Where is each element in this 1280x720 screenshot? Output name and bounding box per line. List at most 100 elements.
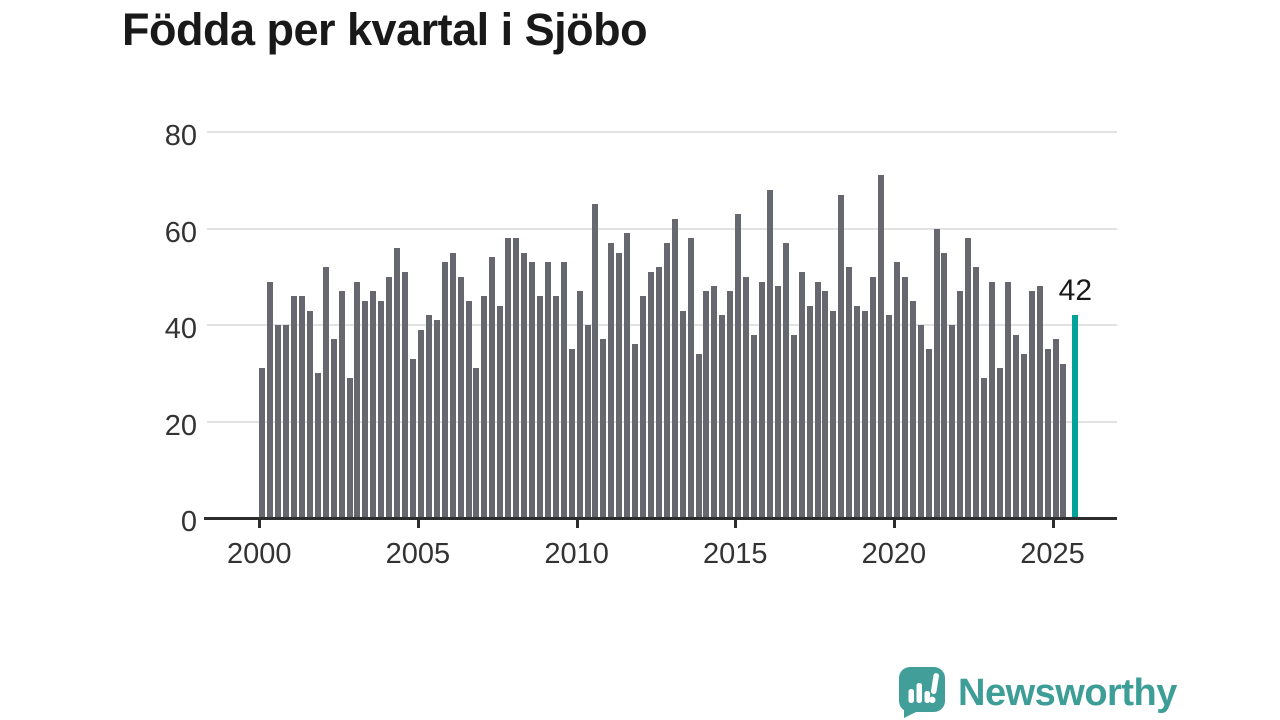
x-tick-mark [734, 520, 738, 528]
y-tick-label: 0 [180, 506, 197, 538]
bar [338, 291, 345, 518]
bar [727, 291, 734, 518]
bar [663, 242, 670, 518]
bar [306, 310, 313, 518]
bar [370, 291, 377, 518]
bar [1044, 349, 1051, 518]
bar [600, 339, 607, 518]
bar [465, 300, 472, 518]
x-tick-label: 2015 [702, 538, 768, 570]
gridline [207, 324, 1117, 326]
bar [552, 296, 559, 518]
bar [957, 291, 964, 518]
bar [568, 349, 575, 518]
bar [489, 257, 496, 518]
bar [989, 281, 996, 518]
bar [322, 267, 329, 518]
chart-title: Födda per kvartal i Sjöbo [122, 4, 648, 55]
bar [782, 242, 789, 518]
x-tick-label: 2020 [861, 538, 927, 570]
bar [854, 305, 861, 518]
bar [544, 262, 551, 518]
bar [846, 267, 853, 518]
bar [774, 286, 781, 518]
bar [330, 339, 337, 518]
bar [941, 252, 948, 518]
bar [719, 315, 726, 518]
bar [410, 358, 416, 518]
bar [632, 344, 639, 518]
highlight-bar [1072, 315, 1079, 518]
bar [513, 238, 520, 518]
bar [735, 214, 742, 518]
bar [314, 373, 321, 518]
newsworthy-brand: Newsworthy [897, 666, 1177, 719]
x-tick-mark [1051, 520, 1055, 528]
bar [838, 194, 845, 518]
bar [616, 252, 623, 518]
bar [759, 281, 766, 518]
x-tick-label: 2005 [385, 538, 451, 570]
bar [449, 252, 456, 518]
bar [275, 325, 282, 518]
bar [996, 368, 1003, 518]
bar [481, 296, 488, 518]
bar [386, 276, 393, 518]
bar [346, 378, 353, 518]
bar [917, 325, 924, 518]
x-tick-mark [416, 520, 420, 528]
bar [901, 276, 908, 518]
x-tick-label: 2000 [227, 538, 292, 570]
x-tick-mark [258, 520, 262, 528]
gridline [207, 131, 1117, 133]
bar [766, 189, 773, 518]
gridline [207, 420, 1117, 423]
bar [981, 378, 988, 518]
bar [814, 281, 821, 518]
bar [441, 262, 448, 518]
y-tick-label: 80 [164, 120, 197, 152]
x-tick-mark [892, 520, 896, 528]
y-tick-label: 60 [164, 216, 197, 249]
bar [354, 281, 361, 518]
highlight-value-label: 42 [1058, 274, 1093, 308]
bar [259, 368, 266, 518]
bar [298, 296, 305, 518]
y-tick-label: 20 [164, 409, 197, 442]
bar [830, 310, 837, 518]
bar [703, 291, 710, 518]
bar [521, 252, 528, 518]
bar [973, 267, 980, 518]
bar [505, 238, 512, 518]
bar [1028, 291, 1035, 518]
bar [870, 276, 877, 518]
bar [457, 276, 464, 518]
bar [1020, 353, 1027, 518]
y-tick-label: 40 [164, 313, 197, 345]
bar [909, 300, 916, 518]
bar [965, 238, 972, 518]
bar [378, 300, 385, 518]
bar [798, 271, 805, 518]
bar [751, 334, 758, 518]
bar [647, 271, 654, 518]
x-tick-mark [575, 520, 579, 528]
bar [885, 315, 892, 518]
brand-name: Newsworthy [958, 671, 1177, 714]
bar [695, 353, 702, 518]
bar [822, 291, 829, 518]
bar [640, 296, 647, 518]
bar [679, 310, 686, 518]
x-tick-label: 2010 [544, 538, 609, 570]
bar [402, 271, 409, 518]
x-tick-label: 2025 [1020, 538, 1085, 570]
bar [560, 262, 567, 518]
bar [362, 300, 369, 518]
x-axis-line [204, 517, 1117, 520]
bar [925, 349, 932, 518]
bar [624, 233, 631, 518]
bar [1036, 286, 1043, 518]
bar [862, 310, 869, 518]
